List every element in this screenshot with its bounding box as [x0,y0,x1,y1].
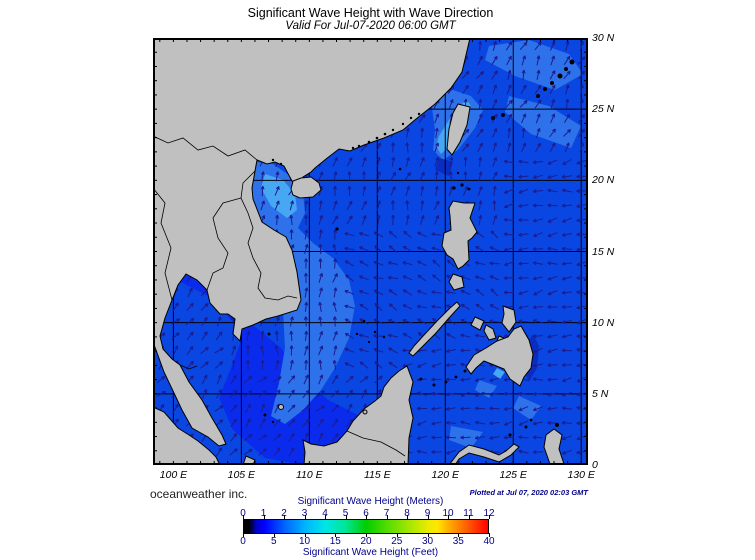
meters-tick-mark [304,515,306,519]
lon-label: 105 E [227,469,256,481]
land-borneo [302,365,414,466]
feet-tick-label: 0 [240,536,246,547]
meters-tick-label: 8 [404,508,410,519]
lat-label: 0 [592,459,598,471]
feet-tick-label: 5 [270,536,277,547]
feet-tick-mark [489,533,490,537]
meters-tick-mark [345,515,347,519]
feet-tick-mark [335,533,337,537]
meters-tick-mark [243,515,244,519]
land-panay [470,316,485,331]
meters-tick-label: 4 [322,508,328,519]
meters-tick-label: 0 [240,508,246,519]
page-title: Significant Wave Height with Wave Direct… [247,6,494,20]
meters-tick-mark [468,515,470,519]
meters-tick-label: 10 [442,508,454,519]
feet-tick-mark [273,533,275,537]
landmass [152,37,575,466]
meters-tick-label: 2 [281,508,287,519]
feet-tick-label: 30 [421,536,434,547]
land-halmahera [543,428,565,465]
meters-tick-label: 11 [463,508,474,519]
lon-label: 120 E [431,469,459,481]
meters-tick-mark [489,515,490,519]
lon-label: 115 E [363,469,391,481]
lon-label: 125 E [499,469,527,481]
colorbar-gradient [243,519,489,534]
land-hainan [290,176,322,199]
feet-tick-mark [304,533,306,537]
lat-label: 5 N [592,387,609,400]
colorbar-title-meters: Significant Wave Height (Meters) [297,496,444,507]
feet-tick-mark [458,533,460,537]
meters-tick-label: 6 [363,508,369,519]
meters-tick-label: 7 [383,508,390,519]
lon-label: 110 E [295,469,323,481]
valid-time-subtitle: Valid For Jul-07-2020 06:00 GMT [285,20,456,32]
meters-tick-mark [284,515,285,519]
feet-tick-label: 10 [298,536,311,547]
land-mindanao [465,325,534,387]
land-sulawesi-north-arm [447,443,520,466]
lat-label: 15 N [592,245,615,258]
feet-tick-label: 20 [360,536,372,547]
land-negros-cebu [483,324,497,341]
lat-label: 10 N [592,316,615,329]
lon-label: 130 E [567,469,595,481]
meters-tick-label: 9 [424,508,431,519]
meters-tick-mark [263,515,265,519]
meters-tick-label: 12 [483,508,495,519]
lat-label: 20 N [592,174,615,187]
feet-tick-label: 40 [483,536,495,547]
colorbar-title-feet: Significant Wave Height (Feet) [302,547,439,558]
credit-text: oceanweather inc. [150,487,248,501]
map-canvas [152,37,588,466]
lat-label: 30 N [592,32,615,44]
land-luzon [441,200,478,270]
meters-tick-mark [366,515,367,519]
feet-tick-label: 15 [329,536,341,547]
feet-tick-mark [243,533,244,537]
meters-tick-mark [448,515,449,519]
feet-tick-label: 25 [391,536,403,547]
meters-tick-label: 5 [342,508,349,519]
meters-tick-mark [427,515,429,519]
map-area [152,37,588,466]
lon-label: 100 E [159,469,188,481]
land-mindoro [448,273,465,291]
land-palawan [408,301,461,357]
meters-tick-mark [407,515,408,519]
feet-tick-mark [366,533,367,537]
map-border [153,38,588,465]
land-mainland-asia [152,37,471,447]
land-samar-leyte [501,305,517,333]
land-taiwan [446,103,471,156]
country-borders [152,135,406,457]
meters-tick-mark [325,515,326,519]
meters-tick-mark [386,515,388,519]
feet-tick-mark [427,533,429,537]
meters-tick-label: 1 [260,508,267,519]
lat-label: 25 N [592,103,615,116]
feet-tick-mark [396,533,398,537]
meters-tick-label: 3 [301,508,308,519]
feet-tick-label: 35 [452,536,464,547]
plotted-timestamp: Plotted at Jul 07, 2020 02:03 GMT [469,488,588,497]
